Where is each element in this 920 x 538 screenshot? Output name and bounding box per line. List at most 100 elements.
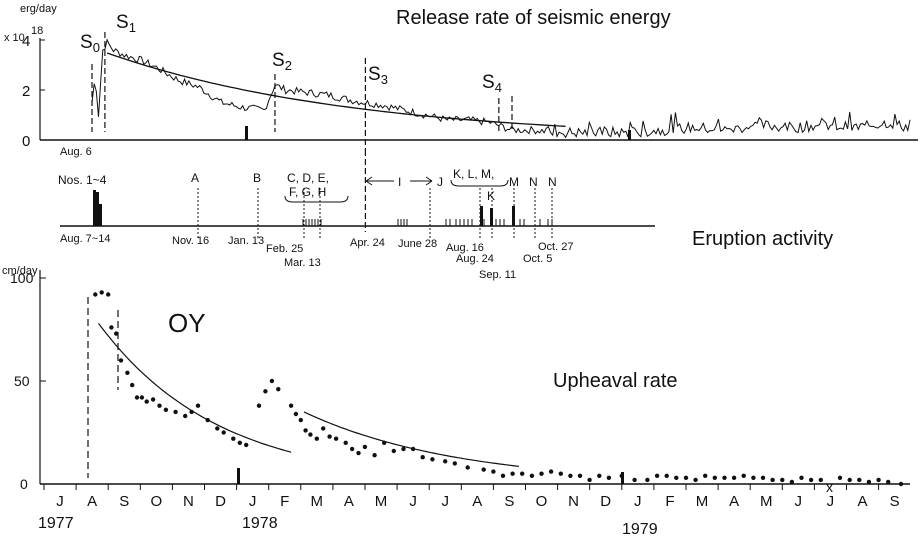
up-point-40 (362, 444, 368, 450)
up-point-35 (327, 434, 332, 439)
eruption-title: Eruption activity (692, 228, 833, 250)
up-point-62 (587, 477, 592, 483)
up-point-1 (99, 290, 104, 295)
upheaval-fit-curve-1 (98, 322, 292, 453)
eruption-bar-2 (99, 204, 102, 226)
up-point-22 (237, 440, 242, 445)
energy-units: erg/day (20, 3, 57, 15)
energy-new-year-mark-2 (628, 130, 631, 140)
up-point-79 (760, 475, 766, 480)
up-point-54 (510, 471, 515, 476)
up-point-65 (619, 473, 624, 478)
up-point-4 (114, 331, 119, 336)
up-point-14 (173, 409, 178, 415)
eruption-bar-1 (96, 192, 99, 226)
up-point-48 (443, 459, 448, 464)
up-month-label-4: N (183, 493, 194, 510)
up-point-26 (269, 378, 275, 384)
up-point-7 (130, 382, 135, 388)
energy-series-line (91, 38, 911, 139)
energy-new-year-mark (245, 126, 248, 140)
up-point-56 (529, 473, 535, 478)
up-month-label-1: A (87, 493, 97, 510)
up-point-29 (293, 411, 299, 417)
eruption-bar-3 (480, 206, 483, 226)
up-point-53 (500, 473, 506, 478)
up-month-label-11: J (409, 493, 417, 510)
up-year-label-1: 1978 (242, 515, 278, 532)
energy-marker-label-4: S4 (482, 72, 502, 95)
up-point-3 (109, 325, 114, 330)
up-point-63 (597, 473, 602, 478)
up-point-30 (298, 417, 303, 423)
eruption-event-name-3: C, D, E, (287, 171, 329, 185)
eruption-event-name-11: N (548, 175, 557, 189)
up-month-label-21: A (729, 493, 739, 510)
energy-marker-label-0: S0 (80, 32, 100, 55)
up-point-19 (215, 426, 220, 431)
up-point-20 (221, 430, 226, 435)
energy-marker-label-3: S3 (368, 64, 388, 87)
up-point-16 (189, 409, 194, 415)
eruption-event-date-6: June 28 (398, 238, 437, 250)
eruption-event-date-2: Jan. 13 (228, 235, 264, 247)
up-point-5 (118, 358, 124, 363)
energy-marker-label-1: S1 (116, 12, 136, 35)
up-point-70 (674, 475, 679, 480)
up-point-25 (263, 389, 268, 394)
up-point-80 (770, 477, 775, 483)
up-month-label-16: N (568, 493, 579, 510)
upheaval-points (93, 290, 904, 487)
up-point-9 (139, 395, 145, 400)
up-month-label-10: M (375, 493, 388, 510)
up-point-42 (382, 440, 387, 445)
up-month-label-22: M (760, 493, 773, 510)
up-point-57 (539, 471, 544, 476)
eruption-brace-cdefgh (284, 195, 349, 203)
up-point-85 (818, 477, 823, 483)
up-point-31 (303, 428, 308, 433)
up-point-59 (558, 471, 563, 476)
up-point-0 (93, 292, 98, 297)
eruption-event-date-7: Aug. 16 (446, 242, 484, 254)
up-point-27 (276, 387, 281, 392)
up-point-87 (847, 477, 852, 483)
up-month-label-14: S (504, 493, 514, 510)
upheaval-new-year-mark (237, 468, 240, 484)
up-point-6 (125, 370, 130, 375)
up-month-label-20: M (696, 493, 709, 510)
up-point-71 (683, 475, 689, 480)
up-point-17 (195, 403, 201, 408)
up-point-32 (308, 432, 313, 437)
eruption-event-date-8: Aug. 24 (456, 253, 494, 265)
up-point-46 (420, 455, 425, 460)
up-point-13 (163, 407, 169, 412)
up-point-15 (183, 413, 188, 419)
up-month-label-25: A (857, 493, 867, 510)
up-point-75 (722, 475, 727, 480)
up-point-8 (134, 395, 140, 400)
up-point-91 (886, 479, 891, 485)
eruption-event-date-5: Apr. 24 (350, 237, 385, 249)
up-month-label-8: M (311, 493, 324, 510)
up-point-77 (741, 473, 746, 478)
upheaval-new-year-mark-2 (621, 472, 624, 484)
up-month-label-17: D (600, 493, 611, 510)
up-month-label-13: A (472, 493, 482, 510)
up-point-24 (256, 403, 262, 408)
upheaval-x-mark: x (826, 479, 833, 495)
up-ytick-label-2: 100 (10, 270, 34, 286)
up-point-69 (664, 473, 669, 478)
eruption-brace-klm (450, 179, 509, 187)
up-point-43 (391, 448, 396, 454)
eruption-event-date-10: Oct. 5 (523, 253, 552, 265)
eruption-event-name-2: B (253, 171, 261, 185)
up-point-10 (144, 399, 149, 404)
eruption-bars (93, 188, 553, 240)
up-point-89 (866, 479, 872, 485)
up-point-45 (410, 446, 416, 452)
up-point-37 (343, 440, 348, 445)
up-point-11 (150, 397, 156, 402)
